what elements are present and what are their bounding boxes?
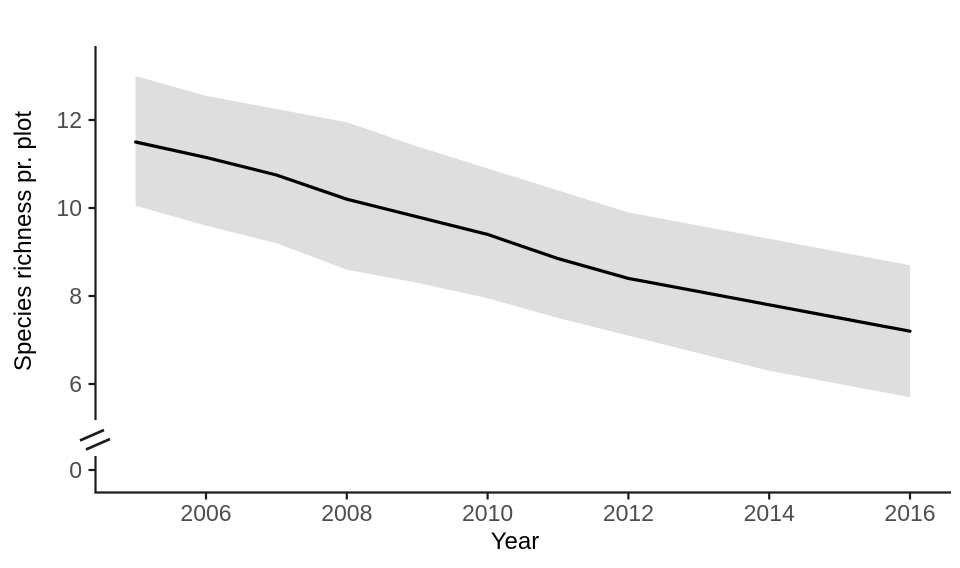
axis-break-icon bbox=[79, 428, 111, 451]
y-tick-label: 0 bbox=[69, 457, 82, 483]
x-tick-label: 2012 bbox=[603, 500, 654, 526]
trend-line bbox=[134, 140, 912, 333]
x-tick-label: 2014 bbox=[744, 500, 795, 526]
x-tick-label: 2008 bbox=[321, 500, 372, 526]
x-axis-ticks bbox=[204, 492, 912, 500]
y-tick-label: 10 bbox=[56, 195, 82, 221]
y-axis-ticks bbox=[88, 118, 96, 472]
x-axis-tick-labels: 2006 2008 2010 2012 2014 2016 bbox=[180, 500, 935, 526]
y-tick-label: 12 bbox=[56, 107, 82, 133]
x-axis-title: Year bbox=[491, 528, 540, 555]
y-tick-label: 6 bbox=[69, 371, 82, 397]
y-axis-tick-labels: 0 6 8 10 12 bbox=[56, 107, 82, 483]
y-tick-label: 8 bbox=[69, 283, 82, 309]
x-tick-label: 2006 bbox=[180, 500, 231, 526]
x-tick-label: 2010 bbox=[462, 500, 513, 526]
y-axis-title: Species richness pr. plot bbox=[10, 111, 37, 371]
x-tick-label: 2016 bbox=[884, 500, 935, 526]
confidence-band bbox=[135, 76, 911, 398]
axis-break-stroke bbox=[85, 437, 111, 451]
axis-break-stroke bbox=[79, 428, 105, 442]
